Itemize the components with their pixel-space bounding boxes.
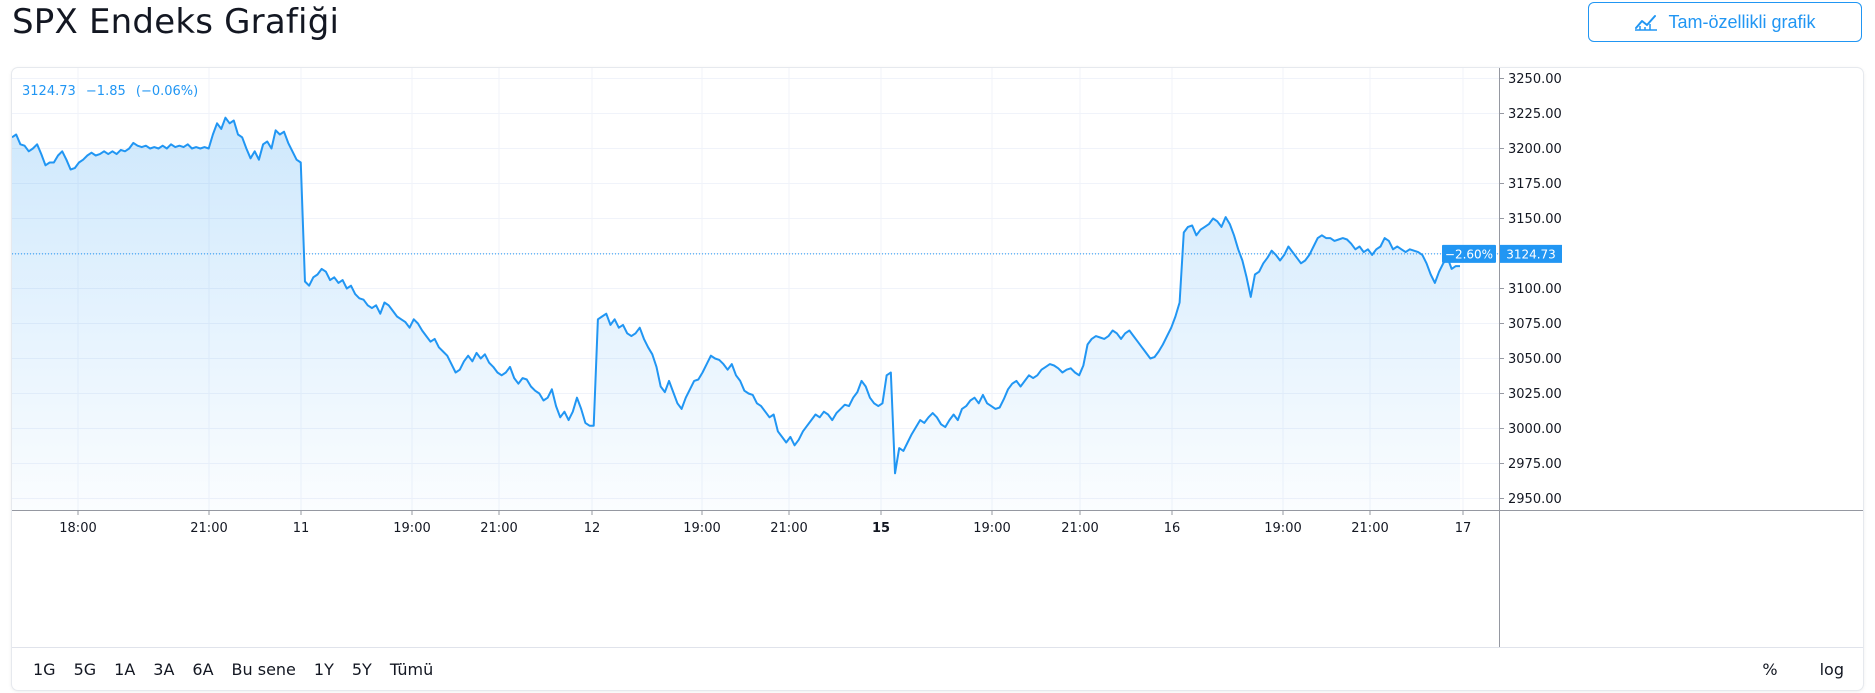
series-area-fill (12, 117, 1460, 510)
y-tick-label: 3000.00 (1508, 422, 1562, 437)
tick-labels: 2950.00 2975.00 3000.00 3025.00 3050.00 3075.… (59, 72, 1562, 536)
y-tick-label: 3025.00 (1508, 387, 1562, 402)
range-6a-button[interactable]: 6A (192, 659, 214, 679)
range-5y-button[interactable]: 5Y (351, 659, 372, 679)
range-1g-button[interactable]: 1G (33, 659, 56, 679)
x-tick-label: 17 (1455, 521, 1472, 536)
y-tick-label: 3200.00 (1508, 142, 1562, 157)
x-tick-label: 19:00 (973, 521, 1010, 536)
x-tick-label: 21:00 (1351, 521, 1388, 536)
x-tick-label: 19:00 (1264, 521, 1301, 536)
range-1y-button[interactable]: 1Y (313, 659, 334, 679)
range-5g-button[interactable]: 5G (73, 659, 97, 679)
y-tick-label: 3175.00 (1508, 177, 1562, 192)
y-tick-label: 2975.00 (1508, 457, 1562, 472)
x-tick-label: 21:00 (1061, 521, 1098, 536)
y-tick-label: 3250.00 (1508, 72, 1562, 87)
chart-panel: 2950.00 2975.00 3000.00 3025.00 3050.00 3075.… (12, 68, 1863, 690)
y-tick-label: 2950.00 (1508, 492, 1562, 507)
readout-price: 3124.73 (22, 84, 76, 99)
change-badge (1442, 244, 1496, 263)
price-chart[interactable]: 2950.00 2975.00 3000.00 3025.00 3050.00 3075.… (12, 68, 1863, 647)
y-tick-label: 3075.00 (1508, 317, 1562, 332)
range-selector: 1G 5G 1A 3A 6A Bu sene 1Y 5Y Tümü % log (12, 647, 1863, 690)
price-markers: −2.60% 3124.73 (12, 244, 1562, 263)
readout-change: −1.85 (85, 84, 126, 99)
price-readout: 3124.73 −1.85 (−0.06%) (22, 84, 204, 99)
price-badge-label: 3124.73 (1506, 247, 1556, 261)
x-tick-label: 21:00 (770, 521, 807, 536)
x-tick-label: 12 (584, 521, 601, 536)
x-tick-label: 15 (872, 521, 890, 536)
chart-line-icon (1634, 13, 1658, 31)
range-1a-button[interactable]: 1A (114, 659, 136, 679)
readout-change-pct: (−0.06%) (135, 84, 199, 99)
change-badge-label: −2.60% (1445, 247, 1493, 261)
y-tick-label: 3225.00 (1508, 107, 1562, 122)
x-tick-label: 16 (1164, 521, 1181, 536)
percent-toggle[interactable]: % (1762, 660, 1778, 679)
x-tick-label: 18:00 (59, 521, 96, 536)
y-tick-label: 3100.00 (1508, 282, 1562, 297)
area-layer (12, 116, 1460, 510)
x-tick-label: 21:00 (190, 521, 227, 536)
full-chart-button[interactable]: Tam-özellikli grafik (1588, 2, 1862, 42)
range-3a-button[interactable]: 3A (153, 659, 175, 679)
series-line (12, 116, 1460, 475)
x-tick-label: 11 (293, 521, 310, 536)
range-ytd-button[interactable]: Bu sene (231, 659, 296, 679)
x-tick-label: 19:00 (683, 521, 720, 536)
axes (12, 68, 1863, 647)
log-toggle[interactable]: log (1819, 660, 1844, 679)
y-tick-label: 3150.00 (1508, 212, 1562, 227)
price-badge (1500, 244, 1562, 263)
x-tick-label: 19:00 (393, 521, 430, 536)
y-tick-label: 3050.00 (1508, 352, 1562, 367)
full-chart-label: Tam-özellikli grafik (1668, 11, 1816, 32)
x-tick-label: 21:00 (480, 521, 517, 536)
range-all-button[interactable]: Tümü (389, 659, 434, 679)
page-title: SPX Endeks Grafiği (12, 2, 340, 42)
